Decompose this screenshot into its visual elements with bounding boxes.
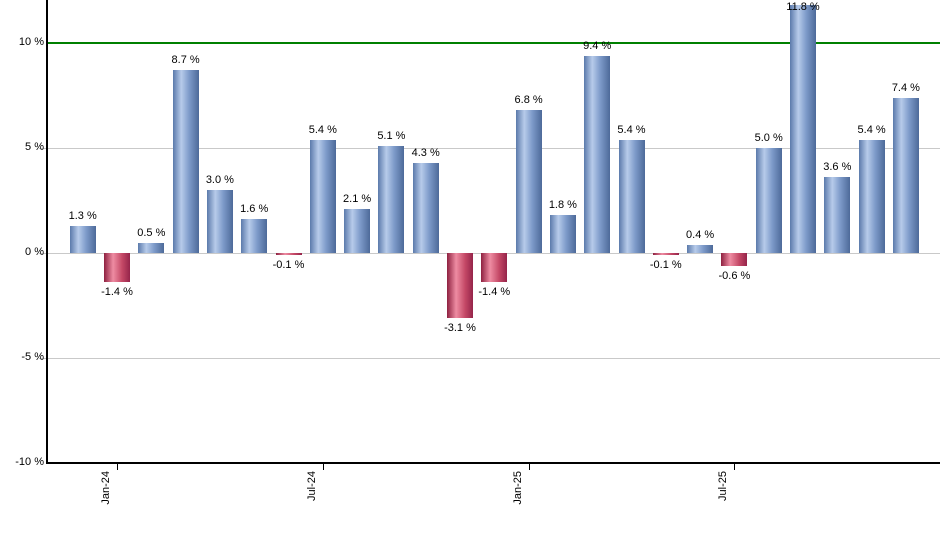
bar-value-label: 8.7 % — [171, 54, 200, 67]
bar-negative[interactable] — [652, 253, 679, 256]
bar-value-label: 7.4 % — [891, 81, 920, 94]
y-tick-mark — [39, 148, 47, 149]
bar-value-label: 5.4 % — [617, 123, 646, 136]
bar-negative[interactable] — [104, 253, 130, 283]
bar-value-label: 11.8 % — [786, 1, 820, 13]
bar-positive[interactable] — [755, 148, 782, 253]
bar-value-label: 0.4 % — [686, 228, 715, 241]
bar-value-label: -1.4 % — [478, 286, 511, 299]
bar-value-label: 5.0 % — [754, 132, 783, 144]
x-tick-mark — [734, 464, 736, 470]
bar-positive[interactable] — [824, 177, 851, 253]
gridline — [47, 148, 940, 149]
bar-positive[interactable] — [858, 139, 885, 253]
x-axis-label: Jan-25 — [511, 471, 524, 505]
bar-value-label: 1.8 % — [548, 199, 577, 212]
y-axis-label: 10 % — [18, 36, 44, 48]
bar-positive[interactable] — [687, 244, 714, 253]
bar-positive[interactable] — [206, 190, 233, 253]
bar-value-label: 3.6 % — [823, 161, 852, 174]
bar-positive[interactable] — [344, 208, 371, 253]
gridline — [47, 358, 940, 359]
y-axis-label: 0 % — [25, 246, 44, 258]
x-axis-label: Jul-25 — [717, 471, 730, 501]
bar-negative[interactable] — [275, 253, 302, 256]
y-axis-label: 5 % — [25, 141, 44, 153]
bar-value-label: 2.1 % — [343, 192, 372, 205]
bar-positive[interactable] — [378, 145, 405, 253]
reference-line-10pct — [47, 42, 940, 44]
bar-positive[interactable] — [549, 215, 576, 253]
bar-value-label: 5.1 % — [377, 129, 406, 142]
bar-positive[interactable] — [309, 139, 336, 253]
bar-positive[interactable] — [790, 5, 816, 253]
bar-value-label: -0.1 % — [649, 259, 682, 272]
bar-value-label: 6.8 % — [514, 94, 543, 107]
bar-positive[interactable] — [412, 162, 439, 253]
x-axis-line — [46, 462, 940, 464]
bar-value-label: -0.6 % — [718, 269, 751, 282]
x-tick-mark — [117, 464, 118, 470]
bar-value-label: 1.6 % — [240, 203, 269, 216]
y-axis-label: -10 % — [15, 456, 44, 468]
bar-negative[interactable] — [447, 253, 473, 319]
bar-negative[interactable] — [481, 253, 508, 283]
bar-value-label: 5.4 % — [857, 123, 886, 136]
bar-value-label: 4.3 % — [411, 146, 440, 159]
x-axis-label: Jul-24 — [305, 471, 318, 501]
bar-value-label: 9.4 % — [583, 39, 612, 52]
bar-positive[interactable] — [584, 55, 611, 253]
bar-value-label: 5.4 % — [308, 123, 337, 136]
bar-negative[interactable] — [721, 253, 748, 266]
bar-positive[interactable] — [515, 110, 542, 253]
y-tick-mark — [39, 358, 47, 359]
x-tick-mark — [528, 464, 530, 470]
bar-positive[interactable] — [618, 139, 645, 253]
bar-positive[interactable] — [172, 70, 199, 253]
bar-value-label: -0.1 % — [272, 259, 305, 272]
y-tick-mark — [39, 253, 47, 254]
bar-positive[interactable] — [241, 219, 268, 253]
y-axis-line — [46, 0, 48, 463]
bar-value-label: -3.1 % — [444, 322, 476, 335]
bar-value-label: 3.0 % — [205, 174, 234, 186]
bar-value-label: 1.3 % — [68, 209, 97, 222]
bar-positive[interactable] — [892, 97, 919, 253]
bar-positive[interactable] — [138, 242, 165, 253]
x-axis-label: Jan-24 — [100, 471, 112, 505]
bar-value-label: 0.5 % — [137, 226, 166, 239]
bar-positive[interactable] — [69, 225, 96, 253]
x-tick-mark — [322, 464, 324, 470]
y-axis-label: -5 % — [21, 351, 44, 363]
bar-value-label: -1.4 % — [101, 286, 133, 299]
